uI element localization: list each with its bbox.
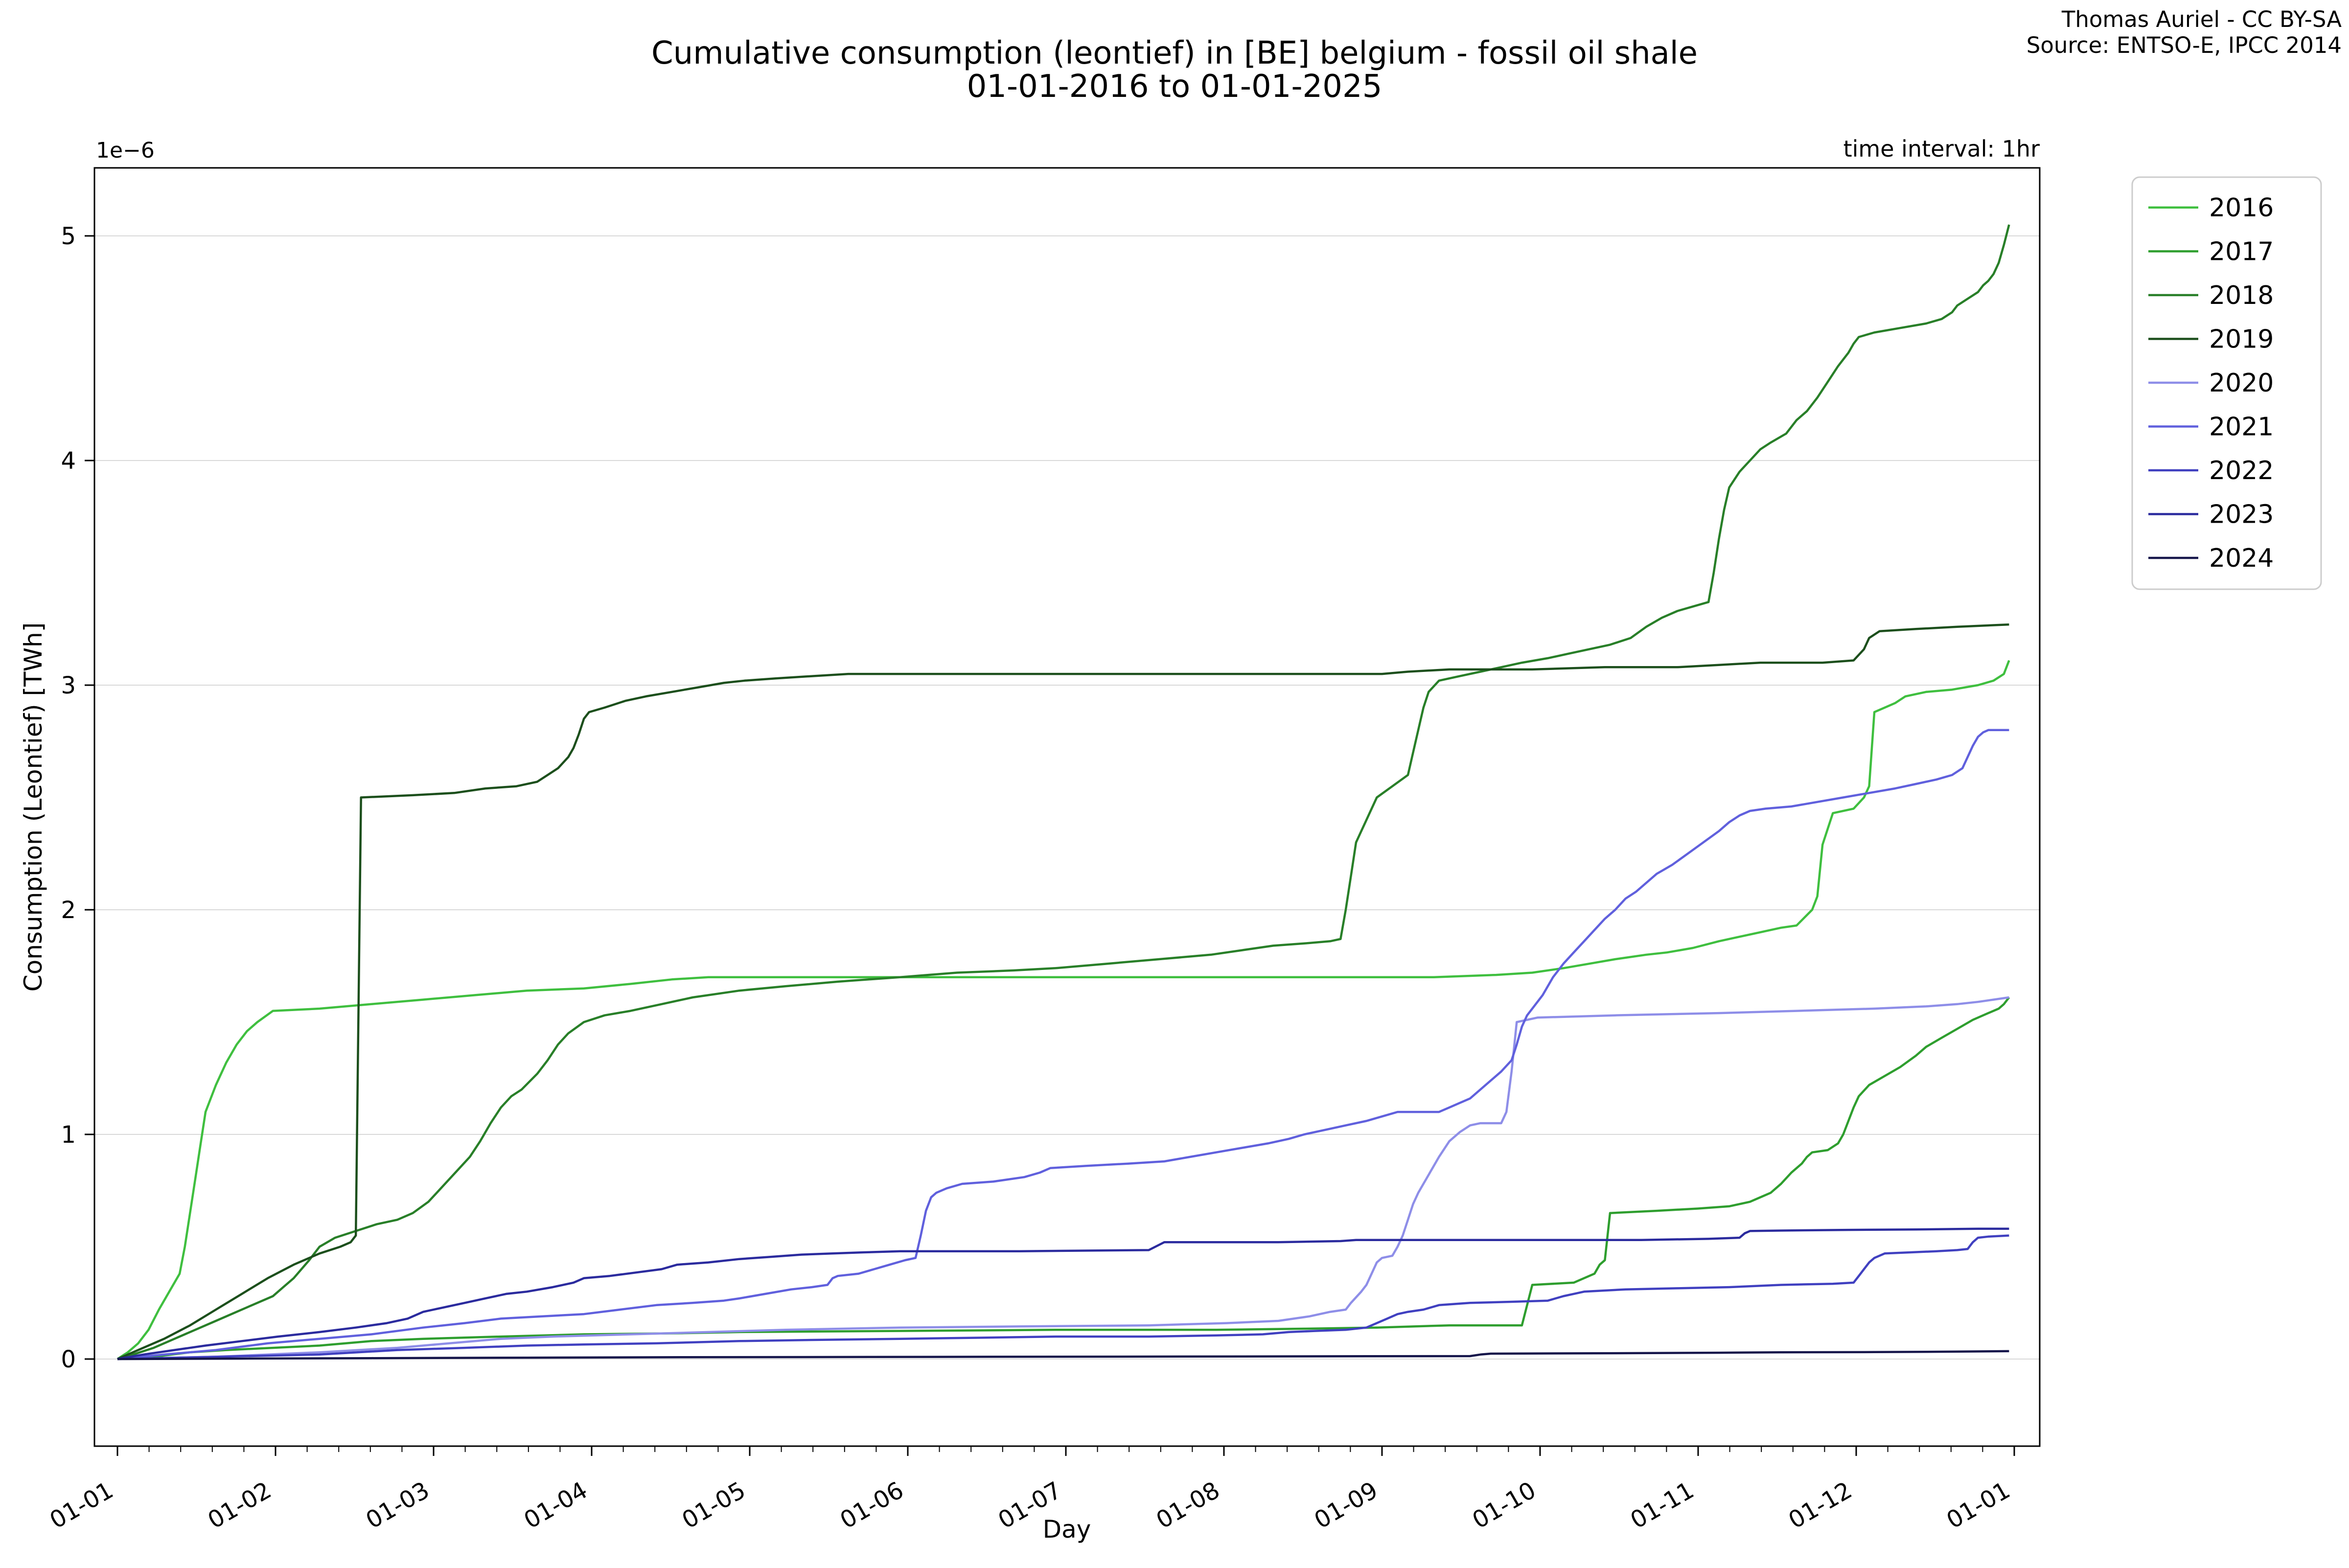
x-tick-label-12: 01-01 [1942,1476,2015,1534]
legend-label-2023: 2023 [2209,500,2274,530]
series-lines [116,224,2010,1360]
x-tick-label-9: 01-10 [1468,1476,1541,1534]
x-tick-label-1: 01-02 [203,1476,276,1534]
x-tick-label-3: 01-04 [519,1476,592,1534]
legend-box [2131,176,2322,590]
series-line-2022 [117,1234,2009,1360]
gridlines [94,235,2040,1360]
x-tick-label-11: 01-12 [1784,1476,1857,1534]
y-tick-label-5: 5 [61,223,76,250]
y-axis-label: Consumption (Leontief) [TWh] [19,623,47,992]
legend-entries: 2016 2017 2018 2019 2020 2021 2022 2023 2024 [2148,193,2274,573]
x-tick-label-2: 01-03 [361,1476,434,1534]
x-axis-label: Day [1043,1515,1091,1544]
y-tick-label-4: 4 [61,447,76,475]
x-tick-label-7: 01-08 [1151,1476,1224,1534]
legend-label-2021: 2021 [2209,413,2274,442]
legend-label-2022: 2022 [2209,456,2274,485]
y-tick-label-1: 1 [61,1121,76,1149]
y-tick-label-3: 3 [61,672,76,699]
legend-label-2016: 2016 [2209,193,2274,223]
x-tick-label-8: 01-09 [1310,1476,1382,1534]
y-tick-labels: 0 1 2 3 4 5 [61,223,76,1373]
series-line-2021 [117,729,2009,1360]
chart-title-line1: Cumulative consumption (leontief) in [BE… [651,35,1698,71]
y-axis-offset-label: 1e−6 [96,138,155,163]
series-line-2020 [117,996,2009,1360]
series-line-2017 [117,996,2010,1360]
time-interval-annotation: time interval: 1hr [1843,136,2040,162]
series-line-2018 [117,224,2010,1360]
legend-label-2019: 2019 [2209,325,2274,354]
legend: 2016 2017 2018 2019 2020 2021 2022 2023 2024 [2131,176,2322,590]
legend-label-2020: 2020 [2209,369,2274,398]
plot-border [93,167,2041,1447]
x-tick-label-5: 01-06 [835,1476,908,1534]
chart-title-line2: 01-01-2016 to 01-01-2025 [967,69,1382,105]
x-tick-label-10: 01-11 [1626,1476,1699,1534]
series-line-2024 [117,1350,2009,1360]
credit-source: Source: ENTSO-E, IPCC 2014 [2027,32,2342,58]
series-line-2019 [117,623,2009,1360]
series-line-2023 [117,1227,2009,1360]
legend-label-2017: 2017 [2209,237,2274,267]
y-tick-label-0: 0 [61,1346,76,1373]
series-line-2016 [116,660,2010,1360]
legend-label-2024: 2024 [2209,544,2274,573]
x-tick-label-4: 01-05 [677,1476,750,1534]
credit-author: Thomas Auriel - CC BY-SA [2061,6,2342,32]
axis-ticks [85,235,2015,1456]
y-tick-label-2: 2 [61,897,76,924]
legend-label-2018: 2018 [2209,281,2274,310]
x-tick-labels: 01-01 01-02 01-03 01-04 01-05 01-06 01-07 01-08… [45,1476,2015,1534]
x-tick-label-0: 01-01 [45,1476,118,1534]
